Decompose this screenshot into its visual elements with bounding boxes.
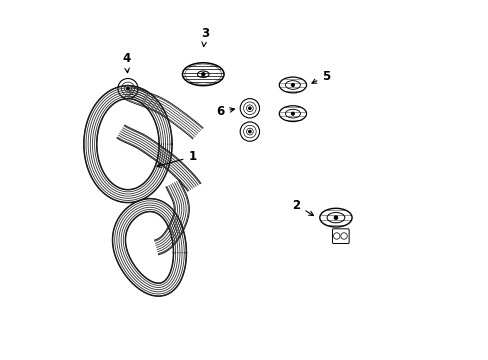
Circle shape	[202, 73, 204, 76]
Text: 4: 4	[122, 52, 130, 73]
Circle shape	[334, 216, 337, 219]
Circle shape	[291, 84, 294, 86]
Text: 6: 6	[216, 105, 234, 118]
Text: 3: 3	[201, 27, 209, 46]
Circle shape	[248, 130, 250, 133]
Text: 1: 1	[157, 150, 196, 167]
Circle shape	[291, 112, 294, 115]
Text: 2: 2	[292, 199, 313, 216]
Circle shape	[126, 87, 129, 90]
Text: 5: 5	[311, 69, 330, 83]
Circle shape	[248, 107, 250, 109]
